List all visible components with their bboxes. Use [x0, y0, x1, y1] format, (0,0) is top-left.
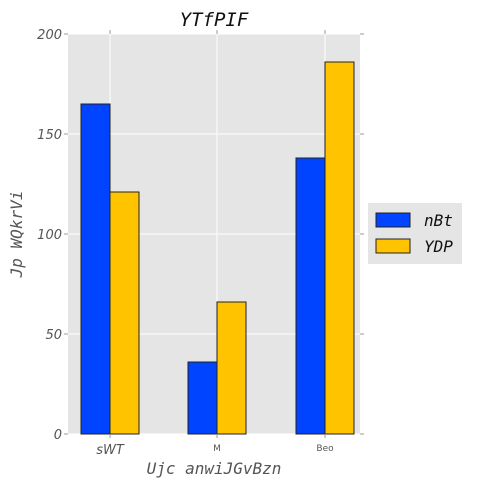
y-tick-label: 150 [37, 128, 62, 143]
chart-title: YTfPIF [180, 9, 249, 31]
y-tick-label: 0 [54, 428, 62, 443]
y-axis-label: Jp WQkrVi [7, 191, 26, 279]
legend-label-ydp: YDP [424, 237, 453, 256]
x-tick-label: sWT [96, 443, 125, 458]
legend-swatch-nbt [375, 212, 411, 228]
y-tick-label: 200 [37, 28, 62, 43]
bar-nbt-swt [80, 103, 111, 435]
bar-ydp-beo [324, 61, 355, 435]
bar-nbt-beo [295, 157, 326, 435]
x-tick-label: Beo [316, 444, 334, 454]
y-tick-label: 50 [45, 328, 62, 343]
bar-ydp-m [216, 301, 247, 435]
y-tick-label: 100 [37, 228, 62, 243]
bars [80, 61, 355, 435]
x-tick-label: M [213, 444, 221, 454]
legend-swatch-ydp [375, 238, 411, 254]
legend: nBt YDP [368, 203, 462, 264]
bar-ydp-swt [109, 191, 140, 435]
bar-nbt-m [187, 361, 218, 435]
ticks: 0 50 100 150 200 sWT M Beo [37, 28, 364, 458]
x-axis-label: Ujc anwiJGvBzn [147, 459, 282, 478]
legend-label-nbt: nBt [424, 211, 453, 230]
